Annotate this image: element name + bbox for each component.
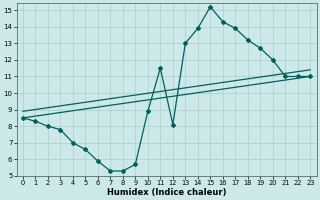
X-axis label: Humidex (Indice chaleur): Humidex (Indice chaleur)	[107, 188, 226, 197]
